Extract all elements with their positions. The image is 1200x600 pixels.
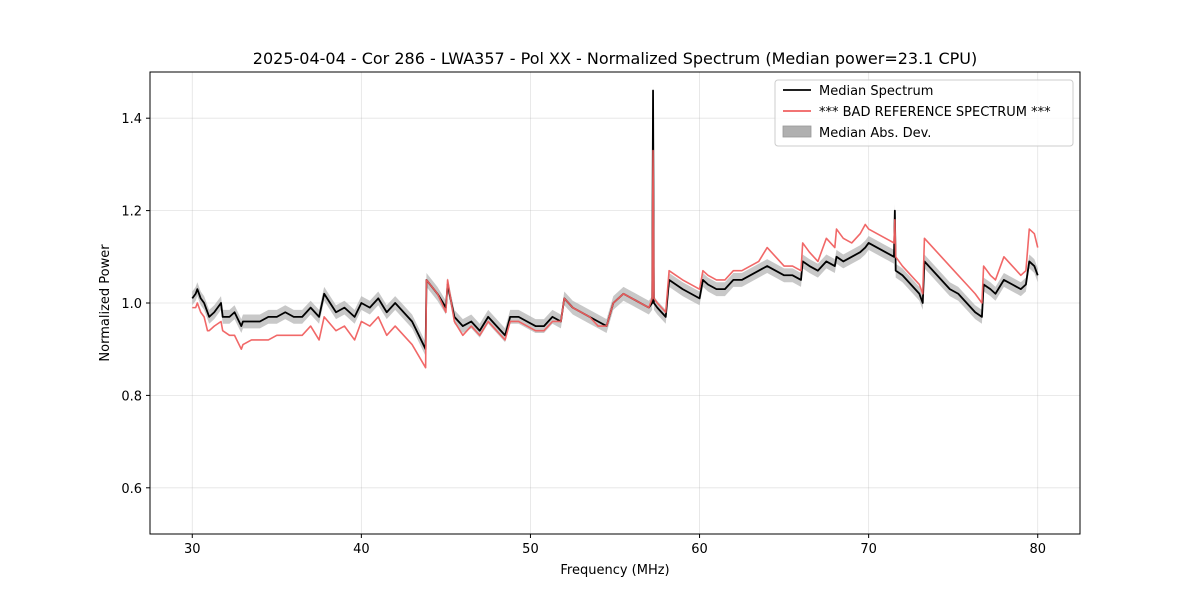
legend: Median Spectrum *** BAD REFERENCE SPECTR…: [774, 79, 1074, 147]
y-tick-label: 0.6: [121, 482, 142, 497]
x-tick-label: 80: [1029, 542, 1046, 557]
x-axis-label: Frequency (MHz): [560, 563, 669, 578]
x-tick-label: 30: [184, 542, 201, 557]
legend-median-label: Median Spectrum: [819, 84, 933, 99]
x-tick-label: 60: [691, 542, 708, 557]
y-tick-label: 0.8: [121, 389, 142, 404]
x-tick-label: 70: [860, 542, 877, 557]
y-tick-label: 1.4: [121, 112, 142, 127]
y-axis-ticks: 0.6 0.8 1.0 1.2 1.4: [121, 112, 150, 497]
x-axis-ticks: 30 40 50 60 70 80: [184, 534, 1046, 557]
legend-box: [774, 79, 1074, 147]
x-tick-label: 50: [522, 542, 539, 557]
series-layer: [191, 89, 1039, 369]
legend-mad-swatch: [782, 125, 812, 138]
y-tick-label: 1.2: [121, 205, 142, 220]
bad-reference-spectrum-line: [192, 149, 1039, 369]
legend-mad-label: Median Abs. Dev.: [819, 126, 931, 141]
x-tick-label: 40: [353, 542, 370, 557]
legend-bad-reference-label: *** BAD REFERENCE SPECTRUM ***: [819, 105, 1051, 120]
y-axis-label: Normalized Power: [98, 244, 113, 362]
chart-title: 2025-04-04 - Cor 286 - LWA357 - Pol XX -…: [253, 49, 977, 68]
y-tick-label: 1.0: [121, 297, 142, 312]
